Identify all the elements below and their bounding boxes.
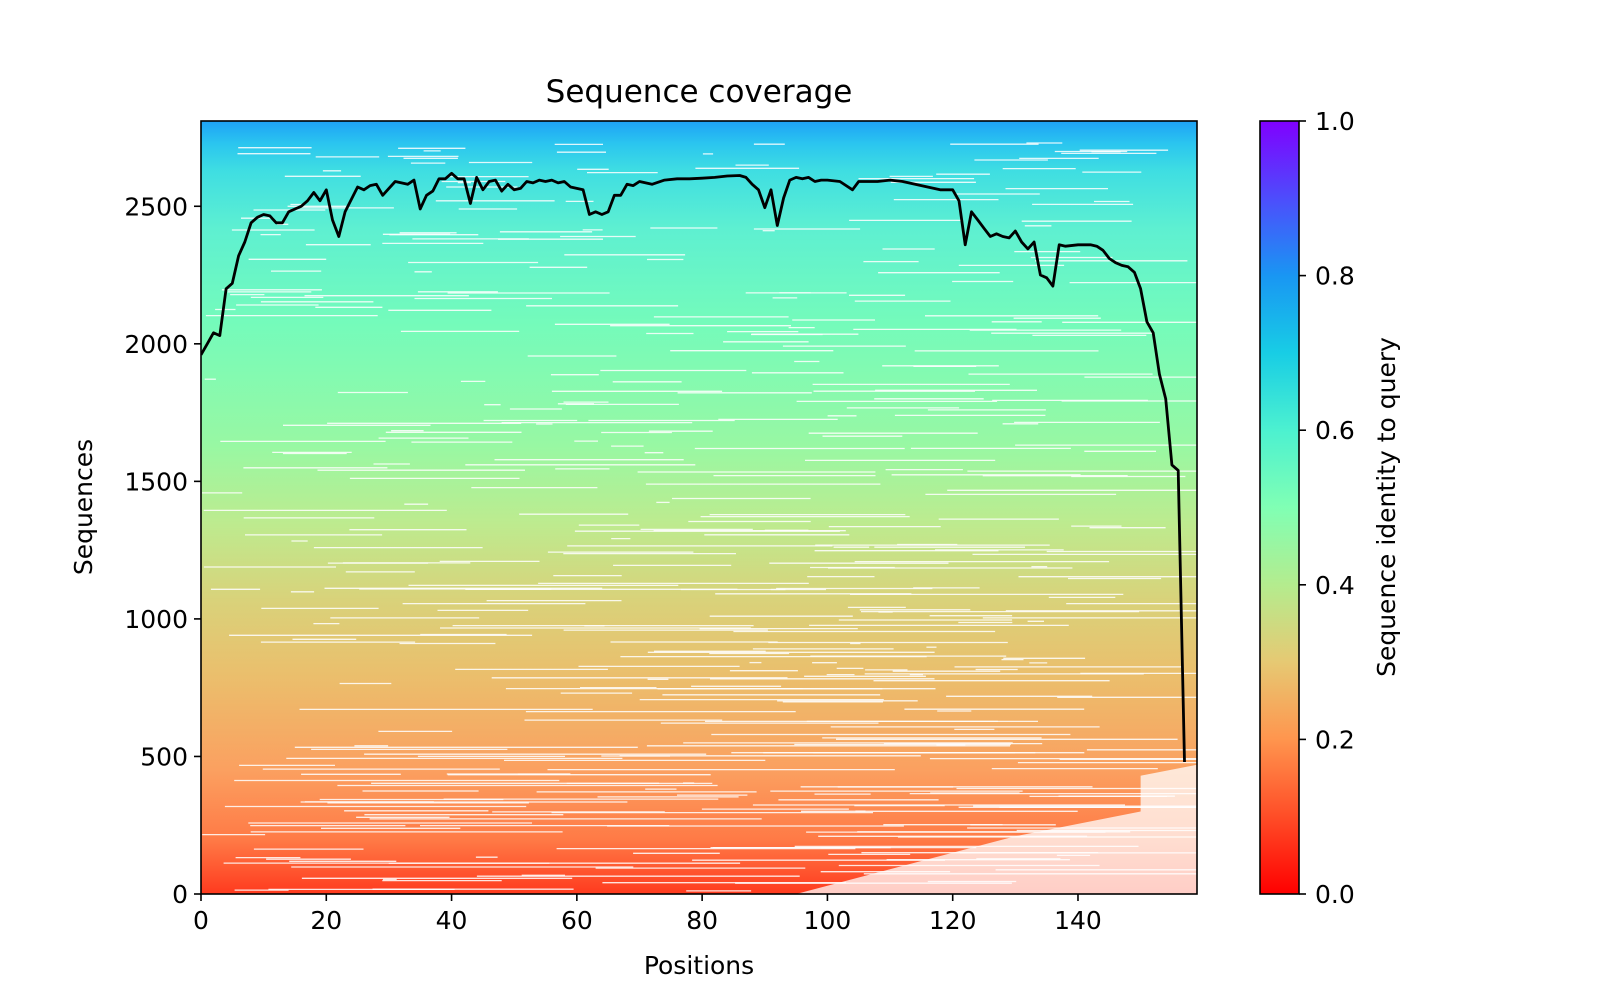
x-tick-label: 80: [686, 906, 718, 935]
colorbar-tick-label: 0.2: [1315, 725, 1355, 754]
x-tick-label: 40: [436, 906, 468, 935]
colorbar-axis: 0.0 0.2 0.4 0.6 0.8 1.0: [1299, 107, 1355, 909]
coverage-gaps: [202, 142, 1197, 894]
x-axis: 0 20 40 60 80 100 120 140: [193, 894, 1102, 935]
colorbar: [1259, 120, 1300, 895]
x-tick-label: 60: [561, 906, 593, 935]
y-tick-label: 1000: [124, 605, 188, 634]
x-tick-label: 20: [310, 906, 342, 935]
y-tick-label: 0: [172, 880, 188, 909]
x-tick-label: 140: [1054, 906, 1102, 935]
coverage-heatmap: [201, 121, 1197, 894]
x-tick-label: 120: [929, 906, 977, 935]
colorbar-tick-label: 1.0: [1315, 107, 1355, 136]
coverage-gap-region: [796, 764, 1197, 894]
x-tick-label: 0: [193, 906, 209, 935]
colorbar-tick-label: 0.6: [1315, 416, 1355, 445]
colorbar-tick-label: 0.0: [1315, 880, 1355, 909]
plot-frame: [200, 120, 1198, 895]
x-axis-label: Positions: [644, 951, 754, 980]
colorbar-tick-label: 0.8: [1315, 262, 1355, 291]
colorbar-label: Sequence identity to query: [1372, 337, 1401, 677]
y-tick-label: 1500: [124, 467, 188, 496]
colorbar-tick-label: 0.4: [1315, 571, 1355, 600]
coverage-line-layer: [201, 171, 1186, 763]
x-tick-label: 100: [804, 906, 852, 935]
y-axis-label: Sequences: [69, 439, 98, 575]
y-tick-label: 2500: [124, 192, 188, 221]
y-axis: 0 500 1000 1500 2000 2500: [124, 192, 201, 909]
coverage-line: [201, 171, 1186, 763]
chart-title: Sequence coverage: [546, 74, 853, 110]
y-tick-label: 500: [140, 742, 188, 771]
y-tick-label: 2000: [124, 330, 188, 359]
